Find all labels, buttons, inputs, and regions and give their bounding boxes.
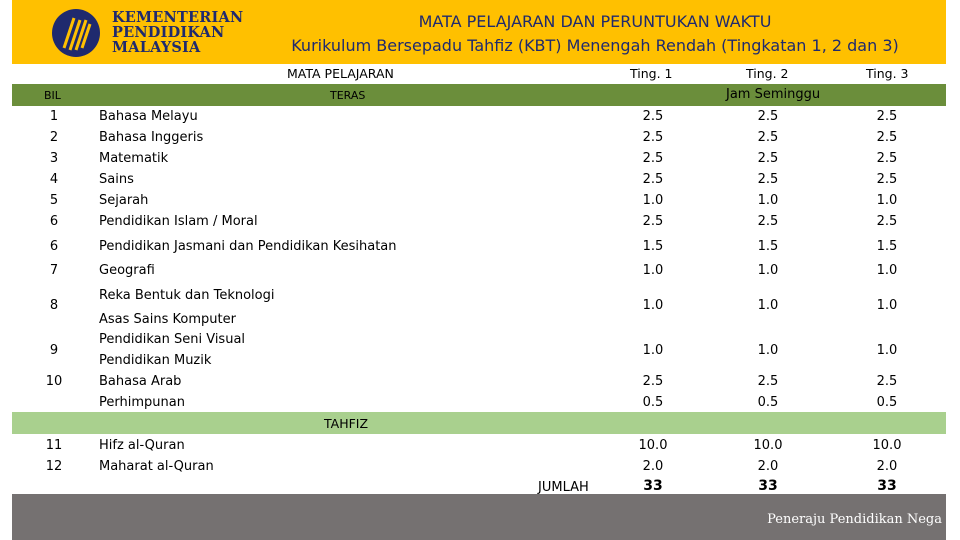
row-ting2: 2.5: [757, 172, 779, 187]
row-ting3: 2.5: [876, 130, 898, 145]
footer-bar: Peneraju Pendidikan Nega: [12, 494, 946, 540]
ministry-emblem-icon: [52, 9, 100, 57]
footer-tagline: Peneraju Pendidikan Nega: [767, 512, 942, 527]
row-ting3: 1.0: [876, 193, 898, 208]
row-ting3: 2.0: [876, 459, 898, 474]
row8-ting3: 1.0: [876, 298, 898, 313]
row-ting2: 2.0: [757, 459, 779, 474]
ting2-header: Ting. 2: [746, 66, 789, 81]
row-ting1: 1.0: [642, 263, 664, 278]
row10-ting3: 2.5: [876, 374, 898, 389]
row9-ting2: 1.0: [757, 343, 779, 358]
row-subject: Maharat al-Quran: [99, 459, 214, 474]
page-title: MATA PELAJARAN DAN PERUNTUKAN WAKTU: [418, 12, 772, 31]
subject-asas-sains-komputer: Asas Sains Komputer: [99, 312, 236, 327]
tahfiz-label: TAHFIZ: [324, 416, 369, 431]
logo-line-2: PENDIDIKAN: [112, 24, 225, 41]
row9-ting3: 1.0: [876, 343, 898, 358]
perhimpunan-ting2: 0.5: [757, 395, 779, 410]
row-ting3: 2.5: [876, 151, 898, 166]
page-subtitle: Kurikulum Bersepadu Tahfiz (KBT) Menenga…: [291, 36, 899, 55]
row-bil-9: 9: [49, 343, 59, 358]
jumlah-ting1: 33: [643, 478, 663, 494]
row-bil: 4: [49, 172, 59, 187]
subject-perhimpunan: Perhimpunan: [99, 395, 185, 410]
jumlah-label: JUMLAH: [538, 480, 589, 495]
ting3-header: Ting. 3: [866, 66, 909, 81]
row-ting2: 2.5: [757, 151, 779, 166]
subject-group-header: MATA PELAJARAN: [287, 66, 394, 81]
header-banner: [12, 0, 946, 64]
row-bil: 1: [49, 109, 59, 124]
row10-ting2: 2.5: [757, 374, 779, 389]
row-ting1: 2.5: [642, 109, 664, 124]
row-bil: 12: [45, 459, 63, 474]
row-ting3: 2.5: [876, 109, 898, 124]
row-bil: 5: [49, 193, 59, 208]
row-ting1: 2.5: [642, 172, 664, 187]
row-ting2: 10.0: [753, 438, 783, 453]
perhimpunan-ting3: 0.5: [876, 395, 898, 410]
row9-ting1: 1.0: [642, 343, 664, 358]
row-ting2: 1.0: [757, 263, 779, 278]
subject-bahasa-arab: Bahasa Arab: [99, 374, 182, 389]
subject-muzik: Pendidikan Muzik: [99, 353, 212, 368]
subject-reka-bentuk: Reka Bentuk dan Teknologi: [99, 288, 275, 303]
row-bil: 11: [45, 438, 63, 453]
row-ting3: 2.5: [876, 172, 898, 187]
row-bil: 7: [49, 263, 59, 278]
row-subject: Bahasa Melayu: [99, 109, 198, 124]
row-bil: 6: [49, 239, 59, 254]
row-subject: Geografi: [99, 263, 155, 278]
row-bil: 6: [49, 214, 59, 229]
row-ting3: 2.5: [876, 214, 898, 229]
jumlah-ting2: 33: [758, 478, 778, 494]
teras-band: [12, 84, 946, 106]
jumlah-ting3: 33: [877, 478, 897, 494]
row-ting1: 10.0: [638, 438, 668, 453]
bil-header: BIL: [44, 89, 61, 102]
row-bil-10: 10: [45, 374, 63, 389]
row-ting2: 2.5: [757, 109, 779, 124]
logo-line-1: KEMENTERIAN: [112, 9, 244, 26]
row-ting1: 2.0: [642, 459, 664, 474]
subject-seni-visual: Pendidikan Seni Visual: [99, 332, 246, 347]
teras-label: TERAS: [330, 89, 366, 102]
row10-ting1: 2.5: [642, 374, 664, 389]
row-ting2: 1.5: [757, 239, 779, 254]
jam-seminggu-label: Jam Seminggu: [726, 87, 821, 102]
row-ting1: 1.5: [642, 239, 664, 254]
row-ting3: 10.0: [872, 438, 902, 453]
row-ting2: 1.0: [757, 193, 779, 208]
row-ting2: 2.5: [757, 214, 779, 229]
row-subject: Bahasa Inggeris: [99, 130, 204, 145]
row-ting1: 2.5: [642, 151, 664, 166]
logo-line-3: MALAYSIA: [112, 39, 201, 56]
row-subject: Pendidikan Jasmani dan Pendidikan Kesiha…: [99, 239, 397, 254]
row8-ting1: 1.0: [642, 298, 664, 313]
row-ting1: 2.5: [642, 214, 664, 229]
row-ting1: 2.5: [642, 130, 664, 145]
tahfiz-band: [12, 412, 946, 434]
row-subject: Matematik: [99, 151, 169, 166]
row-subject: Sains: [99, 172, 134, 187]
row-subject: Hifz al-Quran: [99, 438, 185, 453]
row-ting2: 2.5: [757, 130, 779, 145]
row-subject: Pendidikan Islam / Moral: [99, 214, 258, 229]
row-ting3: 1.0: [876, 263, 898, 278]
ministry-logo: KEMENTERIAN PENDIDIKAN MALAYSIA: [48, 6, 248, 60]
row-bil-8: 8: [49, 298, 59, 313]
row-ting1: 1.0: [642, 193, 664, 208]
ting1-header: Ting. 1: [630, 66, 673, 81]
row-ting3: 1.5: [876, 239, 898, 254]
perhimpunan-ting1: 0.5: [642, 395, 664, 410]
row-bil: 3: [49, 151, 59, 166]
row8-ting2: 1.0: [757, 298, 779, 313]
row-subject: Sejarah: [99, 193, 149, 208]
row-bil: 2: [49, 130, 59, 145]
